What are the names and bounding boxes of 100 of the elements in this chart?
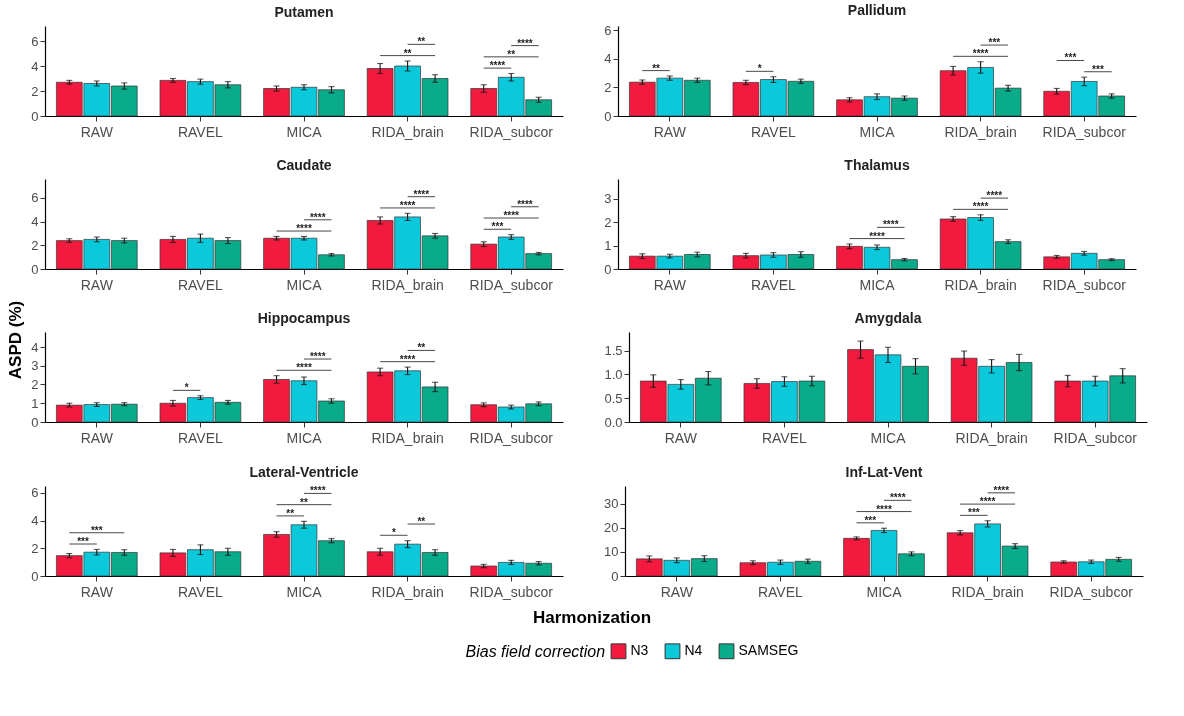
- x-tick-label: RIDA_brain: [371, 429, 444, 446]
- annotation: ****: [489, 60, 506, 72]
- y-tick-label: 2: [31, 237, 39, 253]
- annotation: ****: [399, 199, 416, 211]
- y-tick-label: 4: [31, 58, 39, 74]
- x-tick-label: RIDA_subcor: [469, 276, 554, 293]
- annotation: ****: [993, 484, 1010, 496]
- x-tick-label: RIDA_brain: [944, 123, 1017, 140]
- y-tick-label: 0: [31, 414, 39, 430]
- x-tick-label: RAW: [80, 429, 114, 446]
- x-tick-label: RIDA_brain: [951, 583, 1024, 600]
- chart-title: Putamen: [274, 4, 334, 20]
- y-tick-label: 1.5: [604, 343, 623, 359]
- y-tick-label: 0: [604, 261, 612, 277]
- y-tick-label: 2: [31, 540, 39, 556]
- annotation: ****: [503, 210, 520, 222]
- x-tick-label: RIDA_subcor: [469, 583, 554, 600]
- legend-label: N3: [630, 642, 649, 659]
- x-tick-label: RIDA_subcor: [469, 429, 554, 446]
- y-tick-label: 20: [604, 520, 619, 536]
- y-tick-label: 6: [31, 33, 39, 49]
- legend-title: Bias field correction: [465, 643, 606, 660]
- y-tick-label: 0.0: [604, 414, 623, 430]
- x-tick-label: RIDA_brain: [371, 583, 444, 600]
- annotation: ****: [413, 188, 430, 200]
- annotation: ****: [517, 198, 533, 210]
- annotation: ****: [972, 48, 989, 60]
- chart-title: Pallidum: [847, 2, 907, 19]
- annotation: ***: [1064, 52, 1077, 64]
- legend-label: SAMSEG: [738, 642, 799, 659]
- annotation: ****: [309, 485, 326, 497]
- annotation: ****: [889, 492, 906, 504]
- annotation: ****: [309, 351, 326, 363]
- y-tick-label: 2: [31, 377, 39, 392]
- legend-label: N4: [684, 642, 703, 659]
- y-tick-label: 1: [31, 395, 39, 411]
- x-tick-label: RAVEL: [177, 123, 224, 140]
- y-tick-label: 4: [604, 51, 612, 67]
- y-tick-label: 10: [604, 544, 619, 560]
- chart-title: Lateral-Ventricle: [249, 464, 359, 480]
- y-tick-label: 30: [604, 496, 619, 512]
- y-tick-label: 6: [31, 485, 39, 501]
- annotation: **: [417, 342, 426, 354]
- x-tick-label: RAVEL: [757, 583, 804, 600]
- annotation: ****: [986, 190, 1003, 202]
- x-tick-label: RAVEL: [177, 429, 224, 446]
- y-tick-label: 1: [604, 238, 612, 254]
- y-tick-label: 4: [31, 339, 39, 355]
- y-tick-label: 1.0: [604, 366, 623, 382]
- annotation: ***: [90, 524, 103, 536]
- y-tick-label: 3: [31, 358, 39, 374]
- chart-title: Thalamus: [844, 157, 910, 173]
- annotation: **: [403, 47, 412, 59]
- annotation: ****: [882, 219, 899, 231]
- chart-title: Hippocampus: [257, 310, 351, 326]
- x-tick-label: RAW: [653, 276, 687, 293]
- y-axis-title: ASPD (%): [6, 299, 26, 382]
- chart-title: Caudate: [276, 157, 332, 173]
- x-tick-label: RIDA_brain: [371, 123, 444, 140]
- y-tick-label: 4: [31, 513, 39, 529]
- x-tick-label: RAW: [80, 276, 114, 293]
- x-tick-label: RAVEL: [750, 276, 797, 293]
- x-tick-label: MICA: [286, 276, 323, 293]
- x-tick-label: RIDA_brain: [944, 276, 1017, 293]
- x-tick-label: MICA: [286, 123, 323, 140]
- x-tick-label: RIDA_brain: [955, 429, 1028, 446]
- annotation: ***: [988, 37, 1001, 49]
- x-tick-label: RAW: [653, 123, 687, 140]
- chart-title: Amygdala: [854, 310, 922, 326]
- annotation: ****: [399, 353, 416, 365]
- y-tick-label: 0: [31, 261, 39, 277]
- annotation: ***: [968, 507, 980, 519]
- annotation: **: [652, 62, 661, 74]
- y-tick-label: 3: [604, 191, 612, 207]
- annotation: ****: [869, 230, 885, 242]
- annotation: ****: [296, 223, 312, 235]
- annotation: ****: [972, 201, 989, 213]
- x-tick-label: RAW: [80, 123, 114, 140]
- x-axis-title: Harmonization: [531, 608, 653, 629]
- annotation: **: [300, 496, 308, 508]
- x-tick-label: RAW: [664, 429, 698, 446]
- y-tick-label: 6: [604, 22, 612, 38]
- annotation: *: [757, 63, 762, 75]
- annotation: *: [391, 527, 396, 539]
- annotation: **: [286, 507, 295, 519]
- annotation: ***: [491, 221, 504, 233]
- annotation: **: [417, 36, 426, 48]
- x-tick-label: RAVEL: [177, 276, 224, 293]
- annotation: ***: [864, 514, 877, 526]
- x-tick-label: RIDA_subcor: [1053, 429, 1138, 446]
- x-tick-label: MICA: [859, 123, 896, 140]
- annotation: **: [507, 48, 516, 60]
- x-tick-label: RAVEL: [177, 583, 224, 600]
- x-tick-label: RIDA_subcor: [1049, 583, 1134, 600]
- y-tick-label: 0: [31, 108, 39, 124]
- annotation: *: [184, 382, 189, 394]
- annotation: ****: [517, 37, 533, 49]
- x-tick-label: RAW: [660, 583, 694, 600]
- chart-title: Inf-Lat-Vent: [845, 463, 923, 480]
- x-tick-label: MICA: [870, 429, 907, 446]
